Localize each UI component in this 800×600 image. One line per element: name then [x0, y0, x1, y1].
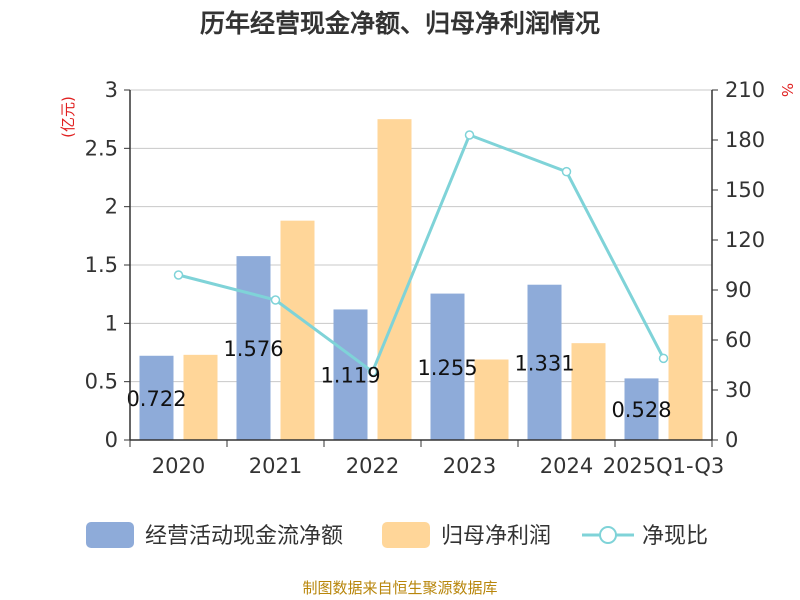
legend-label-net-profit: 归母净利润	[441, 524, 551, 549]
bar-net-profit	[183, 354, 218, 440]
source-note: 制图数据来自恒生聚源数据库	[302, 579, 498, 597]
x-tick-label: 2025Q1-Q3	[603, 454, 725, 478]
y-left-tick-label: 0.5	[85, 370, 118, 394]
bar-cashflow	[236, 256, 271, 440]
line-cash-ratio	[178, 133, 665, 375]
x-tick-label: 2023	[443, 454, 496, 478]
y-left-tick-label: 3	[105, 78, 118, 102]
y-right-tick-label: 210	[725, 78, 765, 102]
y-left-tick-label: 1	[105, 311, 118, 335]
bar-cashflow	[624, 378, 659, 440]
legend-marker-cash-ratio	[599, 526, 617, 544]
legend-swatch-cashflow	[86, 522, 134, 548]
chart-title: 历年经营现金净额、归母净利润情况	[199, 9, 600, 38]
y-left-tick-label: 2	[105, 195, 118, 219]
bar-cashflow	[333, 309, 368, 440]
line-point-cash-ratio	[270, 295, 281, 305]
bar-net-profit	[280, 220, 315, 440]
bar-net-profit	[474, 359, 509, 440]
x-tick-label: 2022	[346, 454, 399, 478]
bar-net-profit	[571, 343, 606, 440]
data-label-cashflow: 1.576	[223, 337, 283, 361]
y-left-tick-label: 2.5	[85, 136, 118, 160]
legend-swatch-net-profit	[382, 522, 430, 548]
line-point-cash-ratio	[173, 270, 184, 280]
line-point-cash-ratio	[561, 166, 572, 177]
x-tick-label: 2024	[540, 454, 593, 478]
y-left-tick-label: 0	[105, 428, 118, 452]
y-right-tick-label: 0	[725, 428, 738, 452]
x-tick-label: 2021	[249, 454, 302, 478]
legend-label-cash-ratio: 净现比	[642, 524, 708, 549]
y-right-axis-label: %	[778, 83, 796, 97]
bar-net-profit	[377, 119, 412, 441]
line-point-cash-ratio	[367, 366, 378, 377]
y-left-tick-label: 1.5	[85, 253, 118, 277]
bar-net-profit	[668, 315, 703, 440]
bar-cashflow	[139, 355, 174, 440]
y-left-axis-label: (亿元)	[59, 96, 77, 138]
line-point-cash-ratio	[658, 353, 669, 364]
y-right-tick-label: 150	[725, 178, 765, 202]
legend-label-cashflow: 经营活动现金流净额	[145, 524, 343, 549]
y-right-tick-label: 120	[725, 228, 765, 252]
data-label-cashflow: 0.722	[126, 387, 186, 411]
y-right-tick-label: 180	[725, 128, 765, 152]
data-label-cashflow: 0.528	[611, 398, 671, 422]
y-right-tick-label: 90	[725, 278, 752, 302]
y-right-tick-label: 30	[725, 378, 752, 402]
x-tick-label: 2020	[152, 454, 205, 478]
data-label-cashflow: 1.255	[417, 356, 477, 380]
line-point-cash-ratio	[464, 130, 475, 140]
bar-cashflow	[430, 293, 465, 440]
y-right-tick-label: 60	[725, 328, 752, 352]
data-label-cashflow: 1.119	[320, 364, 380, 388]
data-label-cashflow: 1.331	[514, 351, 574, 375]
bar-cashflow	[527, 284, 562, 440]
